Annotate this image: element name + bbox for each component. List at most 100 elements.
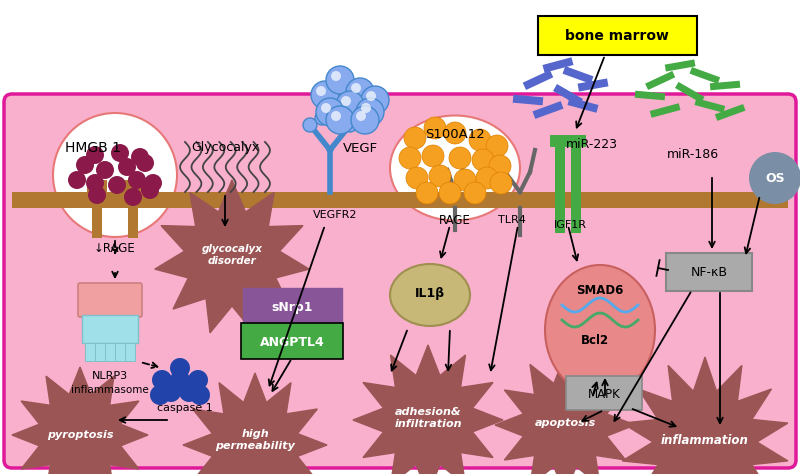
Circle shape	[86, 146, 104, 164]
Circle shape	[316, 86, 326, 96]
Circle shape	[489, 155, 511, 177]
Circle shape	[303, 118, 317, 132]
Circle shape	[336, 91, 364, 119]
Polygon shape	[495, 355, 635, 474]
Circle shape	[88, 186, 106, 204]
Circle shape	[361, 103, 371, 113]
Circle shape	[416, 182, 438, 204]
Text: Bcl2: Bcl2	[581, 334, 609, 346]
Circle shape	[749, 152, 800, 204]
Bar	[123, 180, 143, 192]
Circle shape	[152, 370, 172, 390]
Text: caspase 1: caspase 1	[157, 403, 213, 413]
Bar	[645, 71, 675, 90]
Bar	[92, 208, 102, 238]
Text: apoptosis: apoptosis	[534, 418, 596, 428]
Circle shape	[404, 127, 426, 149]
Bar	[567, 97, 598, 113]
FancyBboxPatch shape	[566, 376, 642, 410]
Circle shape	[444, 122, 466, 144]
FancyBboxPatch shape	[4, 94, 796, 468]
Circle shape	[439, 182, 461, 204]
Bar	[578, 79, 609, 91]
Circle shape	[366, 91, 376, 101]
Circle shape	[331, 111, 345, 125]
Bar	[125, 343, 135, 361]
Text: SMAD6: SMAD6	[576, 283, 624, 297]
Bar	[12, 192, 788, 208]
Circle shape	[170, 358, 190, 378]
Text: Glycocalyx: Glycocalyx	[191, 142, 259, 155]
Circle shape	[86, 174, 104, 192]
Polygon shape	[353, 345, 503, 474]
Text: ANGPTL4: ANGPTL4	[260, 336, 324, 348]
Circle shape	[346, 78, 374, 106]
Text: TLR4: TLR4	[498, 215, 526, 225]
Circle shape	[476, 167, 498, 189]
Bar	[715, 104, 746, 121]
Circle shape	[351, 83, 361, 93]
Bar	[553, 84, 583, 106]
Bar	[513, 95, 543, 105]
Bar	[85, 343, 95, 361]
Circle shape	[449, 147, 471, 169]
Circle shape	[424, 117, 446, 139]
Circle shape	[111, 144, 129, 162]
Text: VEGFR2: VEGFR2	[313, 210, 358, 220]
Bar	[690, 67, 720, 84]
Text: inflammasome: inflammasome	[71, 385, 149, 395]
Circle shape	[161, 382, 181, 402]
Bar	[634, 91, 666, 100]
Circle shape	[356, 98, 384, 126]
Circle shape	[136, 154, 154, 172]
Bar	[550, 135, 586, 147]
Circle shape	[141, 181, 159, 199]
Ellipse shape	[390, 116, 520, 220]
Circle shape	[472, 149, 494, 171]
Bar	[555, 135, 565, 208]
FancyBboxPatch shape	[241, 323, 343, 359]
Circle shape	[124, 188, 142, 206]
Circle shape	[486, 135, 508, 157]
Text: IGF1R: IGF1R	[554, 220, 586, 230]
Circle shape	[76, 156, 94, 174]
Bar	[710, 81, 740, 90]
Text: glycocalyx
disorder: glycocalyx disorder	[202, 244, 262, 266]
Text: inflammation: inflammation	[661, 434, 749, 447]
Circle shape	[331, 111, 341, 121]
Bar	[95, 343, 105, 361]
Bar	[675, 82, 705, 103]
Text: bone marrow: bone marrow	[565, 29, 669, 43]
Text: pyroptosis: pyroptosis	[46, 430, 114, 440]
Circle shape	[150, 385, 170, 405]
Circle shape	[341, 96, 351, 106]
Bar	[571, 135, 581, 208]
Circle shape	[316, 98, 344, 126]
Circle shape	[108, 176, 126, 194]
Circle shape	[343, 118, 357, 132]
Circle shape	[406, 167, 428, 189]
Circle shape	[351, 106, 379, 134]
Circle shape	[326, 66, 354, 94]
Polygon shape	[12, 367, 148, 474]
Circle shape	[399, 147, 421, 169]
Bar	[128, 208, 138, 238]
Circle shape	[179, 382, 199, 402]
Bar	[53, 192, 177, 208]
Circle shape	[464, 182, 486, 204]
Text: HMGB 1: HMGB 1	[65, 141, 121, 155]
Circle shape	[128, 171, 146, 189]
Circle shape	[490, 172, 512, 194]
FancyBboxPatch shape	[538, 16, 697, 55]
Bar	[562, 66, 594, 84]
Text: adhesion&
infiltration: adhesion& infiltration	[394, 407, 462, 429]
Ellipse shape	[390, 264, 470, 326]
Circle shape	[361, 86, 389, 114]
Polygon shape	[154, 180, 310, 333]
Bar	[665, 59, 695, 72]
FancyBboxPatch shape	[666, 253, 752, 291]
Circle shape	[188, 370, 208, 390]
Circle shape	[326, 106, 354, 134]
Text: S100A12: S100A12	[425, 128, 485, 142]
Bar	[82, 315, 138, 343]
